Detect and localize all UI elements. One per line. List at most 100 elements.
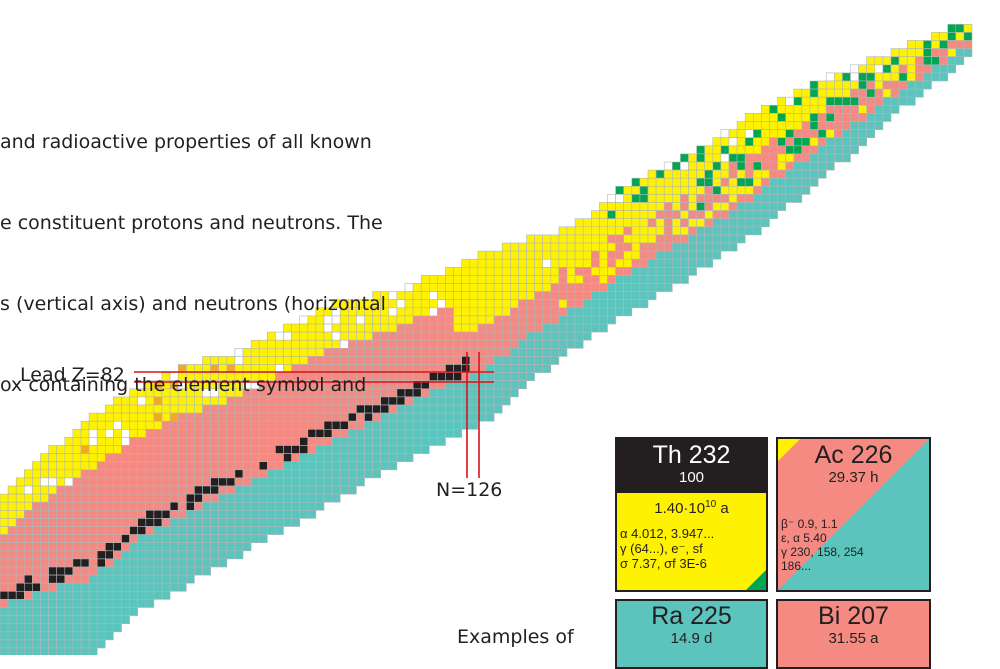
nuclide-cell <box>72 566 82 576</box>
nuclide-cell <box>461 404 471 414</box>
nuclide-cell <box>445 428 454 438</box>
nuclide-cell <box>234 485 244 495</box>
nuclide-cell <box>153 574 163 584</box>
nuclide-cell <box>242 493 252 503</box>
nuclide-cell <box>688 242 697 252</box>
nuclide-cell <box>234 461 244 471</box>
nuclide-cell <box>64 477 74 487</box>
nuclide-cell <box>226 550 236 560</box>
nuclide-cell <box>833 88 843 98</box>
nuclide-cell <box>105 485 114 495</box>
nuclide-cell <box>477 258 487 268</box>
nuclide-cell <box>113 574 122 584</box>
nuclide-cell <box>817 129 827 139</box>
nuclide-cell <box>526 364 535 373</box>
nuclide-cell <box>177 550 187 560</box>
nuclide-cell <box>129 518 139 527</box>
nuclide-cell <box>793 137 803 147</box>
nuclide-cell <box>194 461 203 471</box>
nuclide-cell <box>64 493 74 503</box>
nuclide-cell <box>558 283 568 292</box>
nuclide-cell <box>105 469 114 479</box>
nuclide-cell <box>153 550 163 560</box>
nuclide-cell <box>639 266 649 276</box>
nuclide-cell <box>242 518 252 527</box>
nuclide-cell <box>226 485 236 495</box>
nuclide-cell <box>631 186 641 195</box>
nuclide-cell <box>7 574 17 584</box>
nuclide-cell <box>194 477 203 487</box>
nuclide-cell <box>121 485 130 495</box>
nuclide-cell <box>258 534 268 543</box>
nuclide-cell <box>88 639 98 649</box>
nuclide-cell <box>226 453 236 463</box>
nuclide-cell <box>566 283 576 292</box>
nuclide-cell <box>121 542 130 552</box>
card-decay-modes: α 4.012, 3.947... γ (64...), e⁻, sf σ 7.… <box>617 518 766 571</box>
nuclide-cell <box>793 113 803 122</box>
nuclide-cell <box>461 315 471 325</box>
nuclide-cell <box>890 64 900 74</box>
nuclide-cell <box>88 574 98 584</box>
nuclide-cell <box>137 453 147 463</box>
nuclide-cell <box>769 202 778 211</box>
nuclide-cell <box>96 518 106 527</box>
nuclide-cell <box>210 493 220 503</box>
nuclide-cell <box>704 226 714 236</box>
nuclide-cell <box>72 623 82 633</box>
nuclide-cell <box>7 607 17 616</box>
nuclide-cell <box>404 347 414 357</box>
nuclide-cell <box>48 469 57 479</box>
nuclide-cell <box>752 161 762 171</box>
nuclide-cell <box>526 234 535 244</box>
nuclide-cell <box>582 331 592 341</box>
nuclide-cell <box>80 582 90 592</box>
nuclide-cell <box>688 226 697 236</box>
nuclide-cell <box>736 218 746 228</box>
nuclide-cell <box>647 291 657 301</box>
nuclide-cell <box>809 80 819 90</box>
nuclide-cell <box>96 550 106 560</box>
nuclide-cell <box>15 518 25 527</box>
nuclide-cell <box>777 177 786 187</box>
nuclide-cell <box>485 347 495 357</box>
nuclide-cell <box>113 590 122 600</box>
nuclide-cell <box>534 356 543 365</box>
nuclide-cell <box>850 64 859 74</box>
nuclide-cell <box>534 339 543 349</box>
nuclide-cell <box>752 169 762 179</box>
nuclide-cell <box>153 542 163 552</box>
nuclide-cell <box>704 210 714 220</box>
nuclide-cell <box>663 177 673 187</box>
nuclide-cell <box>671 218 681 228</box>
nuclide-cell <box>404 331 414 341</box>
nuclide-cell <box>307 428 317 438</box>
nuclide-cell <box>15 542 25 552</box>
nuclide-cell <box>477 331 487 341</box>
nuclide-cell <box>121 493 130 503</box>
nuclide-cell <box>129 485 139 495</box>
nuclide-cell <box>72 453 82 463</box>
nuclide-cell <box>736 226 746 236</box>
nuclide-cell <box>72 477 82 487</box>
nuclide-cell <box>40 534 49 543</box>
nuclide-cell <box>445 291 454 301</box>
nuclide-cell <box>258 461 268 471</box>
nuclide-cell <box>404 437 414 446</box>
nuclide-cell <box>404 404 414 414</box>
nuclide-card-ac226: Ac 226 29.37 h β⁻ 0.9, 1.1 ε, α 5.40 γ 2… <box>776 437 931 592</box>
nuclide-cell <box>283 453 292 463</box>
nuclide-cell <box>906 88 916 98</box>
nuclide-cell <box>647 250 657 260</box>
nuclide-cell <box>161 526 171 535</box>
nuclide-cell <box>785 96 795 106</box>
nuclide-cell <box>347 445 357 454</box>
nuclide-cell <box>23 485 33 495</box>
nuclide-cell <box>420 323 430 333</box>
nuclide-cell <box>80 428 90 438</box>
nuclide-cell <box>615 299 624 309</box>
nuclide-cell <box>663 275 673 284</box>
nuclide-cell <box>518 250 527 260</box>
nuclide-cell <box>615 291 624 301</box>
nuclide-cell <box>32 477 41 487</box>
